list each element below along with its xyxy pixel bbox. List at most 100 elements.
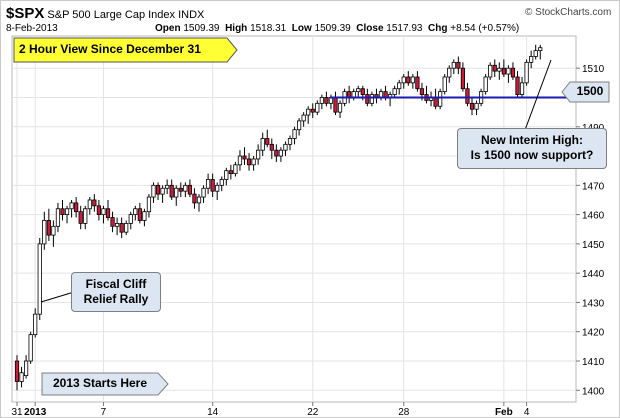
candle-body	[292, 129, 297, 139]
plot-area	[11, 35, 577, 403]
candle-body	[306, 108, 311, 116]
y-axis: 1400141014201430144014501460147014801490…	[576, 64, 605, 397]
candle-body	[69, 202, 74, 210]
candle-body	[451, 61, 456, 69]
candle-body	[460, 67, 466, 90]
candle-body	[187, 184, 192, 195]
chart-title: $SPX S&P 500 Large Cap Index INDX	[6, 5, 204, 22]
candle-body	[96, 205, 101, 216]
candle-body	[287, 138, 293, 145]
candle-body	[165, 184, 170, 189]
candle-body	[219, 179, 224, 186]
candle-body	[101, 208, 106, 216]
candle-body	[224, 170, 229, 180]
chart-date: 8-Feb-2013	[6, 23, 58, 34]
candle-body	[356, 88, 361, 93]
candle-body	[283, 143, 288, 151]
candle-body	[14, 360, 20, 382]
candle-body	[105, 208, 111, 218]
candle-body	[497, 67, 502, 72]
y-tick-label: 1510	[582, 64, 605, 75]
candle-body	[233, 164, 238, 175]
view-label-shape	[13, 37, 238, 63]
interim-line-2: Is 1500 now support?	[470, 148, 594, 162]
x-tick-label: 14	[207, 407, 219, 418]
high-label: High	[225, 23, 248, 34]
candle-body	[205, 179, 211, 189]
index-name: S&P 500 Large Cap Index	[47, 9, 176, 21]
y-tick-label: 1430	[582, 298, 605, 309]
interim-line-1: New Interim High:	[480, 133, 583, 147]
level-label: 1500	[576, 84, 604, 98]
candle-body	[333, 97, 338, 113]
candle-body	[406, 76, 411, 84]
candle-body	[447, 67, 452, 78]
candle-body	[256, 149, 261, 160]
candle-body	[210, 179, 215, 192]
candle-body	[237, 155, 243, 166]
candle-body	[178, 187, 183, 192]
y-tick-label: 1400	[582, 386, 605, 397]
candle-body	[274, 149, 279, 157]
candle-body	[55, 208, 61, 227]
candles	[14, 44, 543, 391]
exchange: INDX	[178, 9, 205, 21]
candle-body	[401, 76, 406, 84]
candle-body	[415, 76, 420, 90]
candle-body	[246, 158, 252, 166]
y-tick-label: 1410	[582, 357, 605, 368]
candle-body	[92, 199, 97, 207]
candle-body	[37, 243, 42, 315]
high-value: 1518.31	[250, 23, 287, 34]
y-tick-label: 1450	[582, 240, 605, 251]
candle-body	[483, 76, 488, 93]
candle-body	[146, 196, 152, 213]
x-tick-label: 31	[11, 407, 23, 418]
candle-body	[433, 97, 438, 107]
candle-body	[110, 217, 115, 227]
candle-body	[201, 187, 206, 198]
y-tick-label: 1460	[582, 211, 605, 222]
ohlc-readout: Open 1509.39 High 1518.31 Low 1509.39 Cl…	[155, 23, 519, 34]
candle-body	[19, 372, 24, 382]
y-tick-label: 1420	[582, 328, 605, 339]
candle-body	[155, 184, 161, 195]
candle-body	[124, 222, 129, 233]
starts-label: 2013 Starts Here	[52, 376, 148, 390]
open-label: Open	[155, 23, 181, 34]
candle-body	[438, 91, 443, 107]
candle-body	[51, 225, 56, 236]
candle-body	[365, 94, 370, 104]
x-axis: 31 2013 7 14 22 28 Feb 4	[11, 402, 530, 418]
view-label: 2 Hour View Since December 31	[19, 42, 201, 56]
candle-body	[142, 211, 147, 221]
fiscal-pointer	[40, 291, 75, 303]
candle-body	[174, 187, 179, 198]
candle-body	[392, 88, 397, 95]
candle-body	[78, 211, 83, 224]
x-tick-label: 7	[101, 407, 107, 418]
candle-body	[133, 208, 138, 216]
candle-body	[410, 76, 415, 84]
candle-body	[115, 222, 120, 227]
close-label: Close	[356, 23, 384, 34]
candle-body	[301, 114, 306, 122]
candle-body	[242, 155, 247, 160]
candle-body	[492, 64, 497, 72]
fiscal-line-2: Relief Rally	[83, 292, 149, 306]
candle-body	[519, 82, 525, 95]
candle-body	[169, 184, 174, 198]
starts-label-shape	[41, 372, 169, 396]
x-tick-label: 2013	[24, 407, 47, 418]
candle-body	[160, 187, 165, 195]
candle-body	[60, 208, 65, 216]
symbol: $SPX	[6, 5, 45, 22]
chg-value: +8.54 (+0.57%)	[450, 23, 520, 34]
candle-body	[529, 56, 534, 63]
candle-body	[369, 94, 375, 104]
chg-label: Chg	[428, 23, 448, 34]
x-tick-label: Feb	[495, 407, 513, 418]
candle-body	[469, 102, 475, 110]
